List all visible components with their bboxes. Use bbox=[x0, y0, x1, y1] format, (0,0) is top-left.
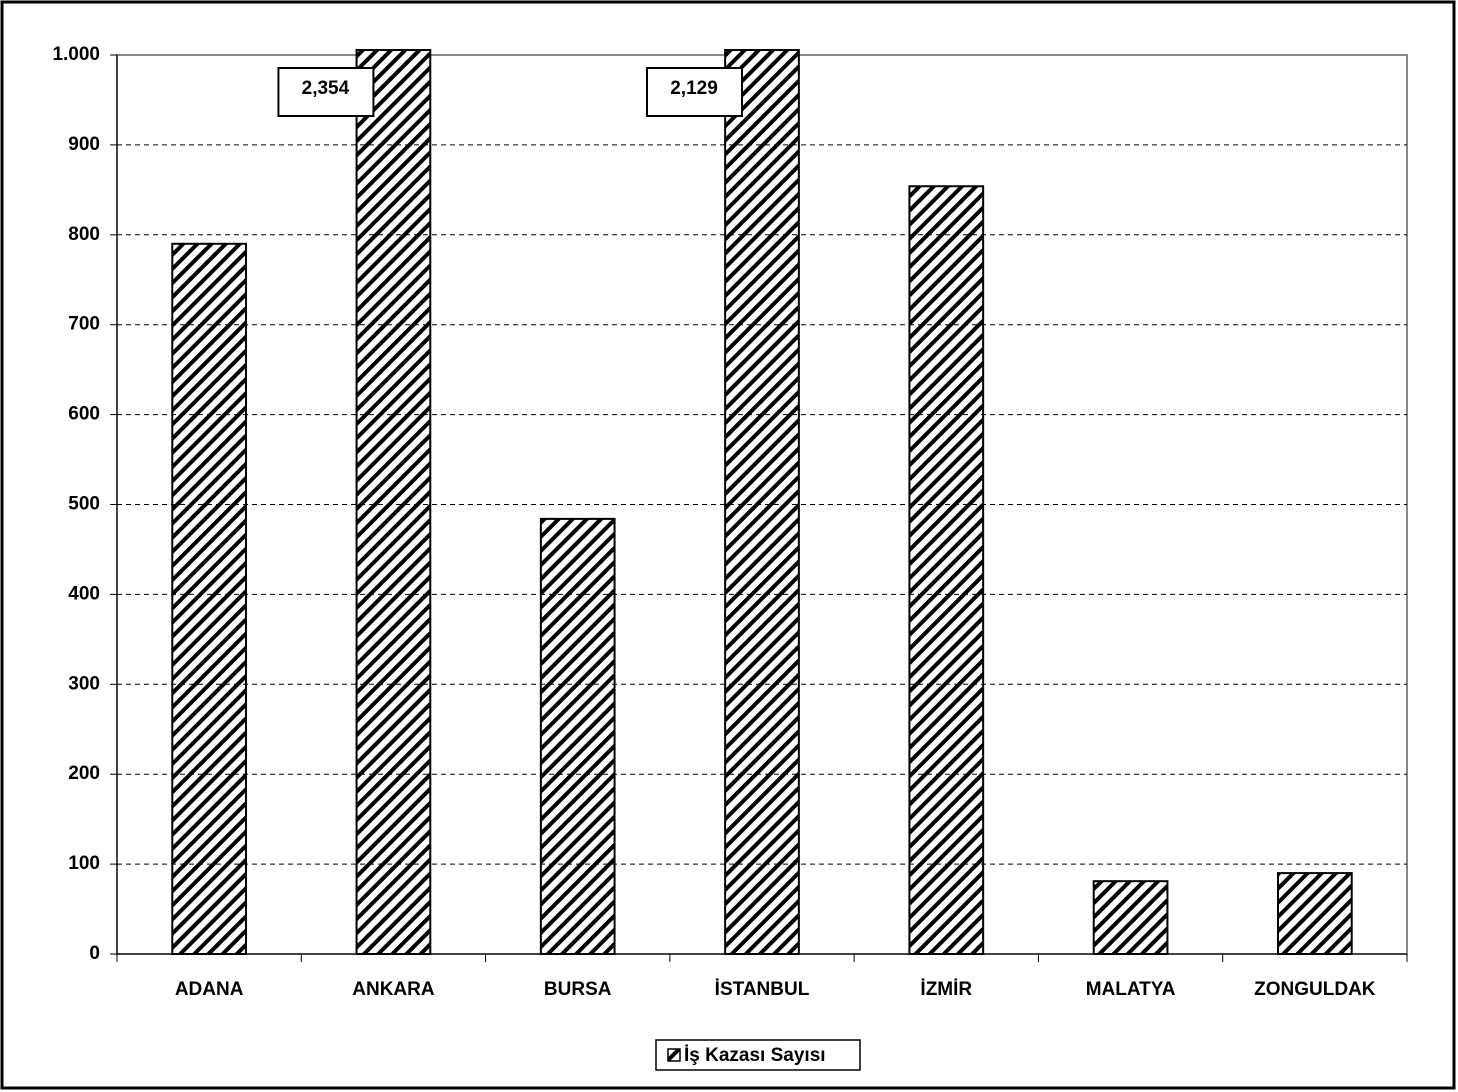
x-tick-label: İSTANBUL bbox=[715, 979, 810, 1000]
x-tick-label: İZMİR bbox=[920, 979, 972, 1000]
y-tick-label: 900 bbox=[68, 134, 100, 155]
y-tick-label: 800 bbox=[68, 224, 100, 245]
x-tick-label: ADANA bbox=[175, 979, 244, 1000]
y-tick-label: 600 bbox=[68, 404, 100, 425]
bar bbox=[539, 517, 616, 955]
y-tick-label: 0 bbox=[89, 943, 100, 964]
bar bbox=[171, 242, 248, 956]
legend-box bbox=[655, 1039, 861, 1071]
bar bbox=[908, 185, 985, 955]
y-tick-label: 200 bbox=[68, 763, 100, 784]
y-tick-label: 400 bbox=[68, 583, 100, 604]
bar bbox=[1092, 880, 1169, 956]
y-tick-label: 300 bbox=[68, 673, 100, 694]
x-tick-label: MALATYA bbox=[1086, 979, 1176, 1000]
y-tick-label: 1.000 bbox=[52, 44, 100, 65]
bar bbox=[355, 49, 432, 955]
value-label-box bbox=[646, 67, 743, 117]
x-tick-label: ANKARA bbox=[352, 979, 435, 1000]
bar bbox=[724, 49, 800, 955]
legend-swatch bbox=[667, 1048, 681, 1062]
value-label-box bbox=[277, 67, 375, 117]
x-tick-label: BURSA bbox=[544, 979, 612, 1000]
value-label: 2,129 bbox=[670, 78, 718, 99]
y-tick-label: 500 bbox=[68, 494, 100, 515]
y-tick-label: 100 bbox=[68, 853, 100, 874]
y-tick-label: 700 bbox=[68, 314, 100, 335]
x-tick-label: ZONGULDAK bbox=[1254, 979, 1376, 1000]
bar bbox=[1277, 872, 1353, 956]
value-label: 2,354 bbox=[302, 78, 350, 99]
legend-label: İş Kazası Sayısı bbox=[684, 1045, 826, 1066]
